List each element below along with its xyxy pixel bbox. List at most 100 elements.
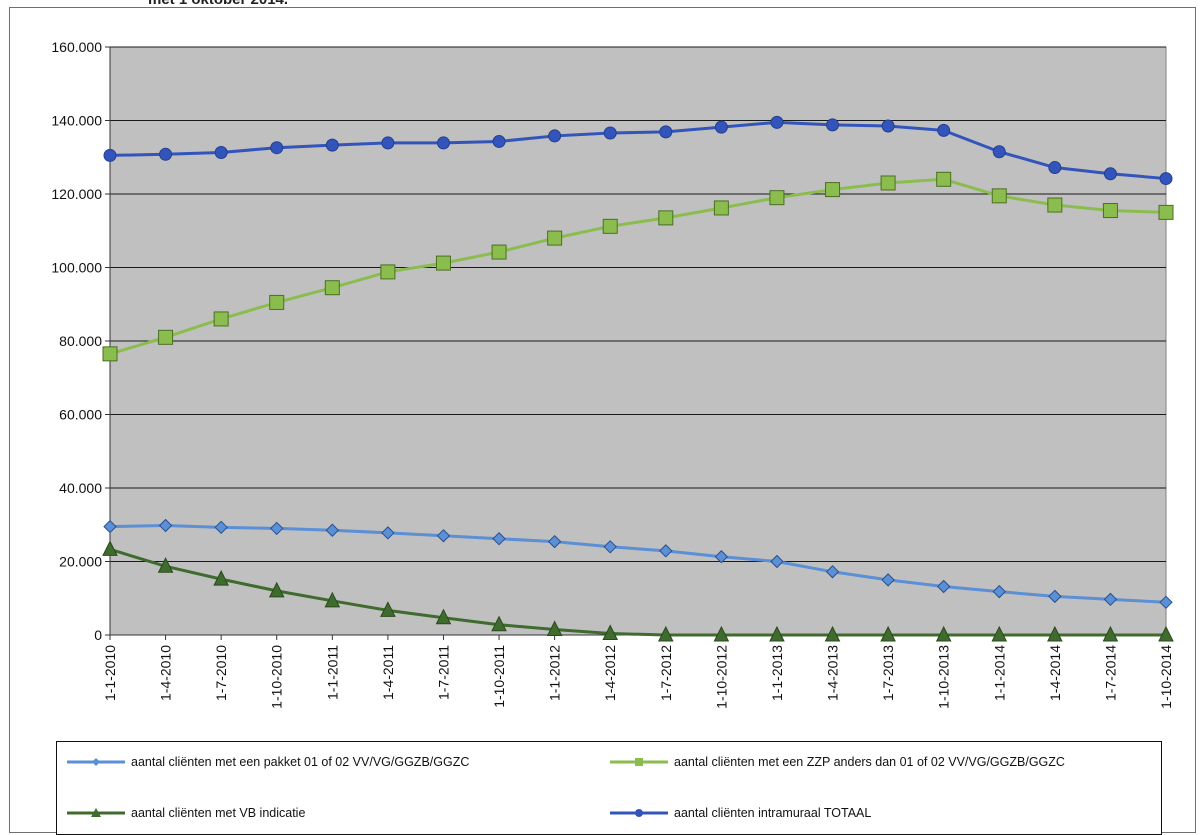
data-point [491,615,507,632]
data-point [157,557,174,573]
x-tick-label: 1-1-2010 [102,645,118,701]
x-tick-label: 1-4-2010 [158,645,174,701]
axes: 0 20.000 40.000 60.000 80.000 100.000 120.000 1… [51,39,1174,709]
data-point [1159,595,1173,609]
data-point [103,148,117,162]
data-point [826,118,840,132]
x-tick-label: 1-1-2013 [769,645,785,701]
y-tick-label: 40.000 [59,480,102,496]
legend-item-totaal: aantal cliënten intramuraal TOTAAL [610,806,871,820]
series-line [109,177,1167,356]
data-point [548,129,562,143]
data-point [1158,625,1174,642]
y-tick-label: 80.000 [59,333,102,349]
data-point [602,624,619,641]
x-tick-label: 1-4-2014 [1047,645,1063,701]
x-tick-label: 1-1-2012 [547,645,563,701]
x-tick-label: 1-10-2011 [491,645,507,708]
data-point [491,244,507,260]
data-point [324,280,340,296]
data-point [381,136,395,150]
y-tick-label: 140.000 [51,113,102,129]
data-point [102,540,118,556]
x-tick-label: 1-7-2010 [213,645,229,701]
data-point [714,550,729,564]
data-point [325,523,340,537]
data-point [880,625,896,642]
data-point [603,540,617,554]
data-point [436,136,450,150]
data-point [659,125,673,139]
data-point [492,532,506,546]
legend-swatch-totaal [610,809,668,817]
data-point [602,218,618,234]
x-tick-label: 1-7-2014 [1102,645,1118,701]
data-point [213,570,229,586]
data-point [1102,203,1118,219]
data-point [102,346,118,362]
data-point [937,123,951,137]
data-point [770,554,784,569]
data-point [158,329,174,345]
data-point [268,581,285,598]
data-point [547,230,563,246]
x-tick-label: 1-1-2014 [991,645,1007,701]
data-point [992,145,1006,159]
y-tick-label: 20.000 [59,554,102,570]
data-point [214,520,228,535]
series-line [109,120,1167,181]
data-point [603,126,617,140]
legend-label: aantal cliënten met een pakket 01 of 02 … [131,755,470,769]
legend: aantal cliënten met een pakket 01 of 02 … [56,741,1162,835]
data-point [936,171,952,187]
series-layer [102,115,1174,642]
x-tick-label: 1-1-2011 [324,645,340,700]
legend-label: aantal cliënten met een ZZP anders dan 0… [674,755,1065,769]
data-point [1158,204,1174,220]
data-point [991,188,1007,204]
data-point [1047,197,1063,213]
data-point [1048,161,1062,175]
data-point [435,608,452,625]
data-point [380,264,396,280]
series-line [109,547,1166,637]
data-point [991,625,1008,642]
y-tick-label: 160.000 [51,39,102,55]
gridlines [110,46,1166,562]
legend-item-zzp: aantal cliënten met een ZZP anders dan 0… [610,755,1065,769]
data-point [825,565,840,579]
x-tick-label: 1-10-2014 [1158,645,1174,709]
data-point [658,210,674,226]
data-point [824,625,841,642]
legend-item-vb: aantal cliënten met VB indicatie [67,806,305,820]
data-point [881,573,895,587]
data-point [546,620,563,636]
data-point [825,182,841,198]
data-point [1159,172,1173,186]
data-point [547,534,562,549]
data-point [714,120,728,134]
y-tick-label: 100.000 [51,260,102,276]
data-point [1048,589,1062,604]
data-point [935,625,952,642]
data-point [1103,592,1118,607]
x-tick-label: 1-4-2012 [602,645,618,701]
series-line [109,523,1167,604]
legend-item-pakket: aantal cliënten met een pakket 01 of 02 … [67,755,469,769]
x-tick-label: 1-4-2011 [380,645,396,700]
x-tick-label: 1-10-2010 [269,645,285,709]
data-point [324,591,341,608]
y-tick-label: 120.000 [51,186,102,202]
data-point [159,147,173,161]
data-point [214,145,228,159]
legend-swatch-zzp [610,758,668,766]
data-point [492,134,506,148]
data-point [657,625,674,642]
data-point [880,175,896,191]
data-point [992,584,1006,599]
x-tick-label: 1-7-2012 [658,645,674,701]
data-point [769,625,785,642]
data-point [270,141,284,155]
legend-label: aantal cliënten met VB indicatie [131,806,306,820]
